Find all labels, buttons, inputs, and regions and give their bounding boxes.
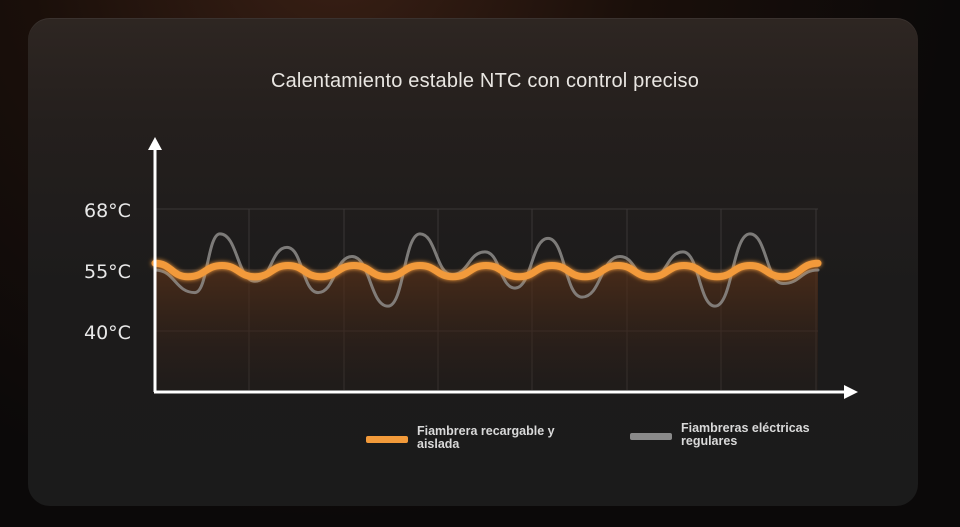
legend-item-regular: Fiambreras eléctricas regulares (630, 422, 810, 448)
legend-swatch-orange (366, 436, 408, 443)
y-axis-arrow-icon (148, 137, 162, 150)
legend-swatch-gray (630, 433, 672, 440)
x-axis-arrow-icon (844, 385, 858, 399)
chart-card (28, 18, 918, 506)
x-axis (154, 385, 858, 399)
legend-label-line1: Fiambreras eléctricas (681, 421, 810, 435)
y-tick-55: 55°C (84, 261, 131, 283)
y-tick-68: 68°C (84, 200, 131, 222)
legend-label-line1: Fiambrera recargable y (417, 424, 555, 438)
legend-label-line2: aislada (417, 437, 460, 451)
legend-label-line2: regulares (681, 434, 738, 448)
orange-area-fill (155, 263, 818, 390)
y-tick-40: 40°C (84, 322, 131, 344)
legend-item-insulated: Fiambrera recargable y aislada (366, 425, 555, 451)
chart-title: Calentamiento estable NTC con control pr… (270, 70, 700, 92)
series-insulated-line (151, 259, 822, 281)
y-axis (148, 137, 162, 392)
